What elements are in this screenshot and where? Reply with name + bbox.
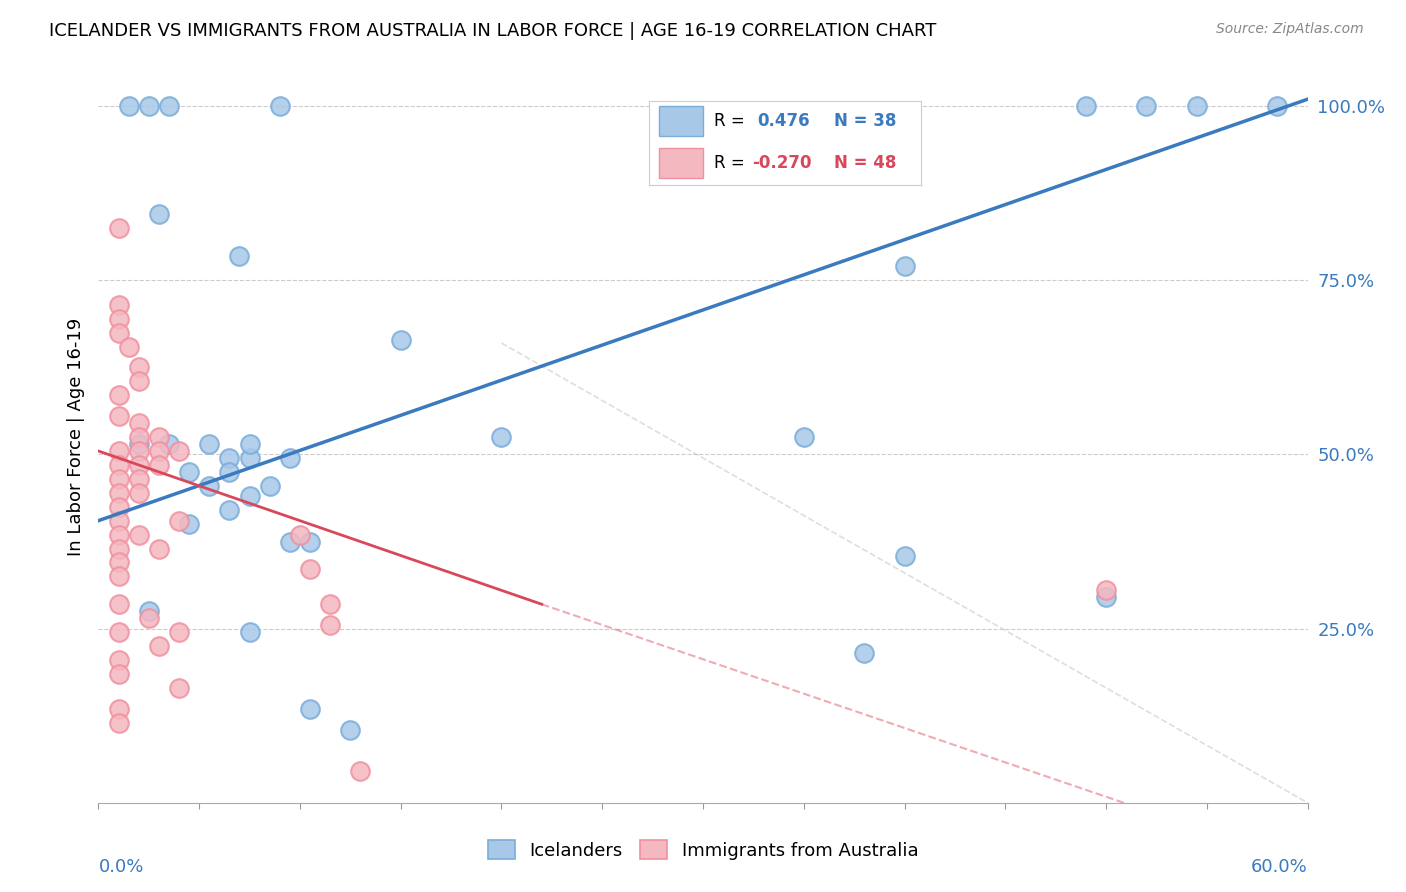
Point [1095, 583, 1118, 598]
Point [107, 715, 129, 730]
Point [167, 681, 190, 695]
Point [167, 514, 190, 528]
Point [107, 667, 129, 681]
Point [148, 444, 170, 458]
Point [893, 260, 915, 274]
Point [157, 99, 180, 113]
Point [167, 444, 190, 458]
Point [218, 450, 240, 465]
Text: ICELANDER VS IMMIGRANTS FROM AUSTRALIA IN LABOR FORCE | AGE 16-19 CORRELATION CH: ICELANDER VS IMMIGRANTS FROM AUSTRALIA I… [49, 22, 936, 40]
Point [148, 430, 170, 444]
Point [299, 562, 322, 576]
Point [218, 465, 240, 479]
Point [107, 527, 129, 541]
Point [198, 479, 221, 493]
Point [107, 472, 129, 486]
Point [128, 444, 150, 458]
Point [179, 517, 201, 532]
Point [339, 723, 361, 737]
Point [239, 437, 262, 451]
Point [128, 472, 150, 486]
Point [1265, 99, 1288, 113]
Point [107, 702, 129, 716]
Point [239, 489, 262, 503]
Point [1185, 99, 1208, 113]
Point [107, 514, 129, 528]
Point [179, 465, 201, 479]
Point [278, 450, 301, 465]
Point [148, 541, 170, 556]
Point [299, 534, 322, 549]
Point [299, 702, 322, 716]
Point [239, 625, 262, 640]
Point [389, 333, 412, 347]
Point [269, 99, 291, 113]
Point [107, 444, 129, 458]
Point [288, 527, 311, 541]
Point [128, 416, 150, 430]
Point [138, 99, 160, 113]
Point [107, 221, 129, 235]
Legend: Icelanders, Immigrants from Australia: Icelanders, Immigrants from Australia [481, 833, 925, 867]
Point [138, 604, 160, 618]
Point [107, 556, 129, 570]
Text: 0.0%: 0.0% [98, 858, 143, 876]
Point [107, 500, 129, 514]
Point [148, 207, 170, 221]
Point [138, 611, 160, 625]
Point [107, 311, 129, 326]
Point [107, 326, 129, 340]
Point [148, 458, 170, 472]
Point [853, 646, 876, 660]
Point [239, 450, 262, 465]
Point [259, 479, 281, 493]
Point [107, 653, 129, 667]
Point [157, 437, 180, 451]
Point [107, 485, 129, 500]
Point [167, 625, 190, 640]
Point [107, 409, 129, 424]
Text: Source: ZipAtlas.com: Source: ZipAtlas.com [1216, 22, 1364, 37]
Point [107, 625, 129, 640]
Point [228, 249, 250, 263]
Point [198, 437, 221, 451]
Point [128, 437, 150, 451]
Point [107, 388, 129, 402]
Text: 60.0%: 60.0% [1251, 858, 1308, 876]
Point [107, 597, 129, 611]
Point [128, 430, 150, 444]
Point [107, 569, 129, 583]
Point [793, 430, 815, 444]
Point [107, 541, 129, 556]
Point [349, 764, 371, 779]
Point [118, 339, 141, 353]
Y-axis label: In Labor Force | Age 16-19: In Labor Force | Age 16-19 [66, 318, 84, 557]
Point [1074, 99, 1097, 113]
Point [128, 375, 150, 389]
Point [128, 458, 150, 472]
Point [278, 534, 301, 549]
Point [107, 298, 129, 312]
Point [128, 527, 150, 541]
Point [148, 639, 170, 653]
Point [1135, 99, 1157, 113]
Point [128, 360, 150, 375]
Point [218, 503, 240, 517]
Point [1095, 591, 1118, 605]
Point [128, 485, 150, 500]
Point [319, 597, 342, 611]
Point [118, 99, 141, 113]
Point [491, 430, 513, 444]
Point [893, 549, 915, 563]
Point [107, 458, 129, 472]
Point [319, 618, 342, 632]
